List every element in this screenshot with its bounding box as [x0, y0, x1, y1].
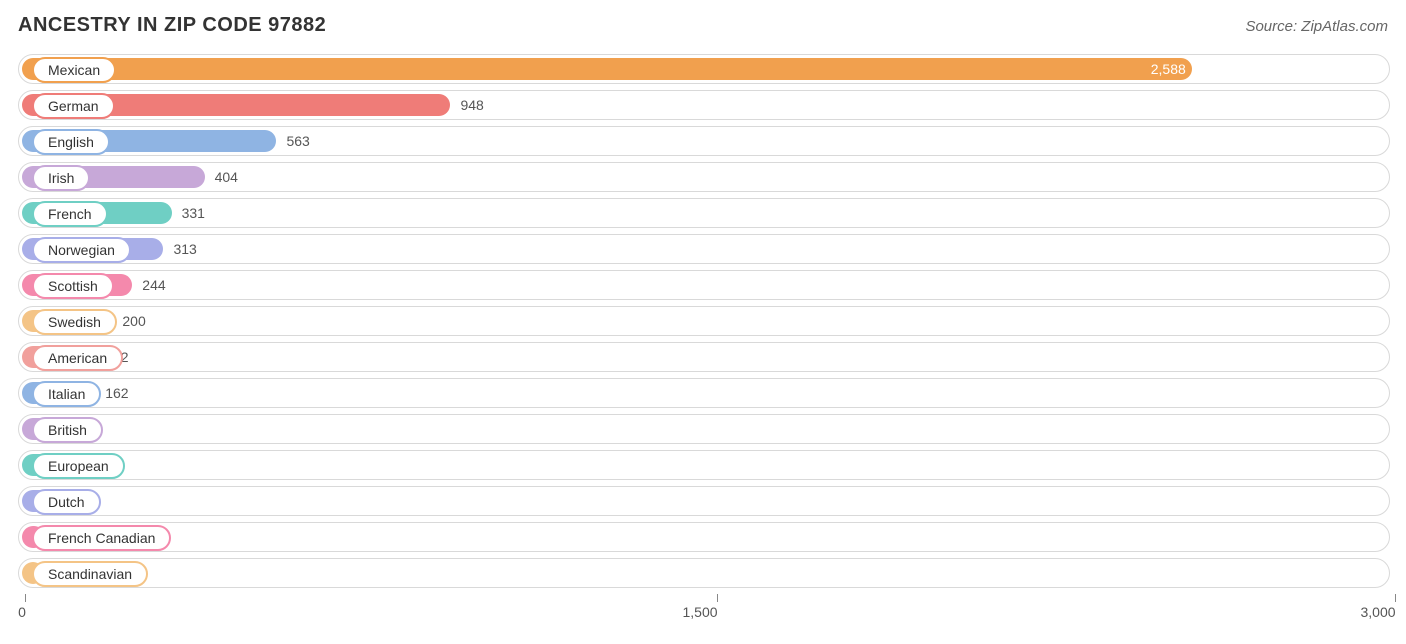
bar-value-label: 948 [460, 97, 483, 113]
bar-track [18, 378, 1390, 408]
axis-tick: 1,500 [700, 594, 735, 620]
bar-row: 563 English [18, 126, 1390, 156]
category-pill: Scottish [32, 273, 114, 299]
bar-value-label: 313 [173, 241, 196, 257]
bar-track [18, 270, 1390, 300]
axis-tick: 3,000 [1378, 594, 1406, 620]
category-pill: Swedish [32, 309, 117, 335]
tick-label: 1,500 [682, 604, 717, 620]
category-pill: Norwegian [32, 237, 131, 263]
category-pill: Scandinavian [32, 561, 148, 587]
bar-row: 2,588 Mexican [18, 54, 1390, 84]
bar-row: 948 German [18, 90, 1390, 120]
tick-mark [717, 594, 718, 602]
bar-row: 200 Swedish [18, 306, 1390, 336]
bar-row: 50French Canadian [18, 522, 1390, 552]
bar-row: 48Scandinavian [18, 558, 1390, 588]
bar-row: 313 Norwegian [18, 234, 1390, 264]
category-pill: Mexican [32, 57, 116, 83]
bar-track [18, 342, 1390, 372]
source-attribution: Source: ZipAtlas.com [1245, 18, 1388, 35]
chart-title: ANCESTRY IN ZIP CODE 97882 [18, 14, 326, 37]
tick-label: 0 [18, 604, 26, 620]
bar-value-label: 404 [215, 169, 238, 185]
bar-track [18, 306, 1390, 336]
bar-track [18, 198, 1390, 228]
category-pill: French [32, 201, 108, 227]
bar-value-label: 563 [286, 133, 309, 149]
category-pill: Dutch [32, 489, 101, 515]
bar-value-label: 2,588 [1151, 61, 1186, 77]
category-pill: American [32, 345, 123, 371]
category-pill: British [32, 417, 103, 443]
axis-tick: 0 [22, 594, 30, 620]
x-axis: 01,5003,000 [18, 594, 1390, 624]
bar-value-label: 331 [182, 205, 205, 221]
bar-row: 84European [18, 450, 1390, 480]
category-pill: Italian [32, 381, 101, 407]
bar-row: 331 French [18, 198, 1390, 228]
bar-row: 162Italian [18, 378, 1390, 408]
bar-row: 404 Irish [18, 162, 1390, 192]
bar-row: 93British [18, 414, 1390, 444]
bar-row: 162American [18, 342, 1390, 372]
bar-fill [22, 58, 1192, 80]
bar-track [18, 450, 1390, 480]
bar-track [18, 486, 1390, 516]
bar-value-label: 244 [142, 277, 165, 293]
bar-track [18, 414, 1390, 444]
category-pill: European [32, 453, 125, 479]
category-pill: German [32, 93, 115, 119]
category-pill: Irish [32, 165, 90, 191]
bar-row: 244 Scottish [18, 270, 1390, 300]
bar-track [18, 234, 1390, 264]
bar-chart: 2,588 Mexican 948 German 563 English 404 Irish 3… [18, 54, 1390, 624]
tick-label: 3,000 [1360, 604, 1395, 620]
tick-mark [1395, 594, 1396, 602]
bar-track [18, 522, 1390, 552]
bar-track [18, 558, 1390, 588]
bar-value-label: 162 [105, 385, 128, 401]
category-pill: English [32, 129, 110, 155]
category-pill: French Canadian [32, 525, 171, 551]
bar-value-label: 200 [122, 313, 145, 329]
bar-row: 79Dutch [18, 486, 1390, 516]
chart-container: ANCESTRY IN ZIP CODE 97882 Source: ZipAt… [0, 0, 1406, 644]
tick-mark [25, 594, 26, 602]
